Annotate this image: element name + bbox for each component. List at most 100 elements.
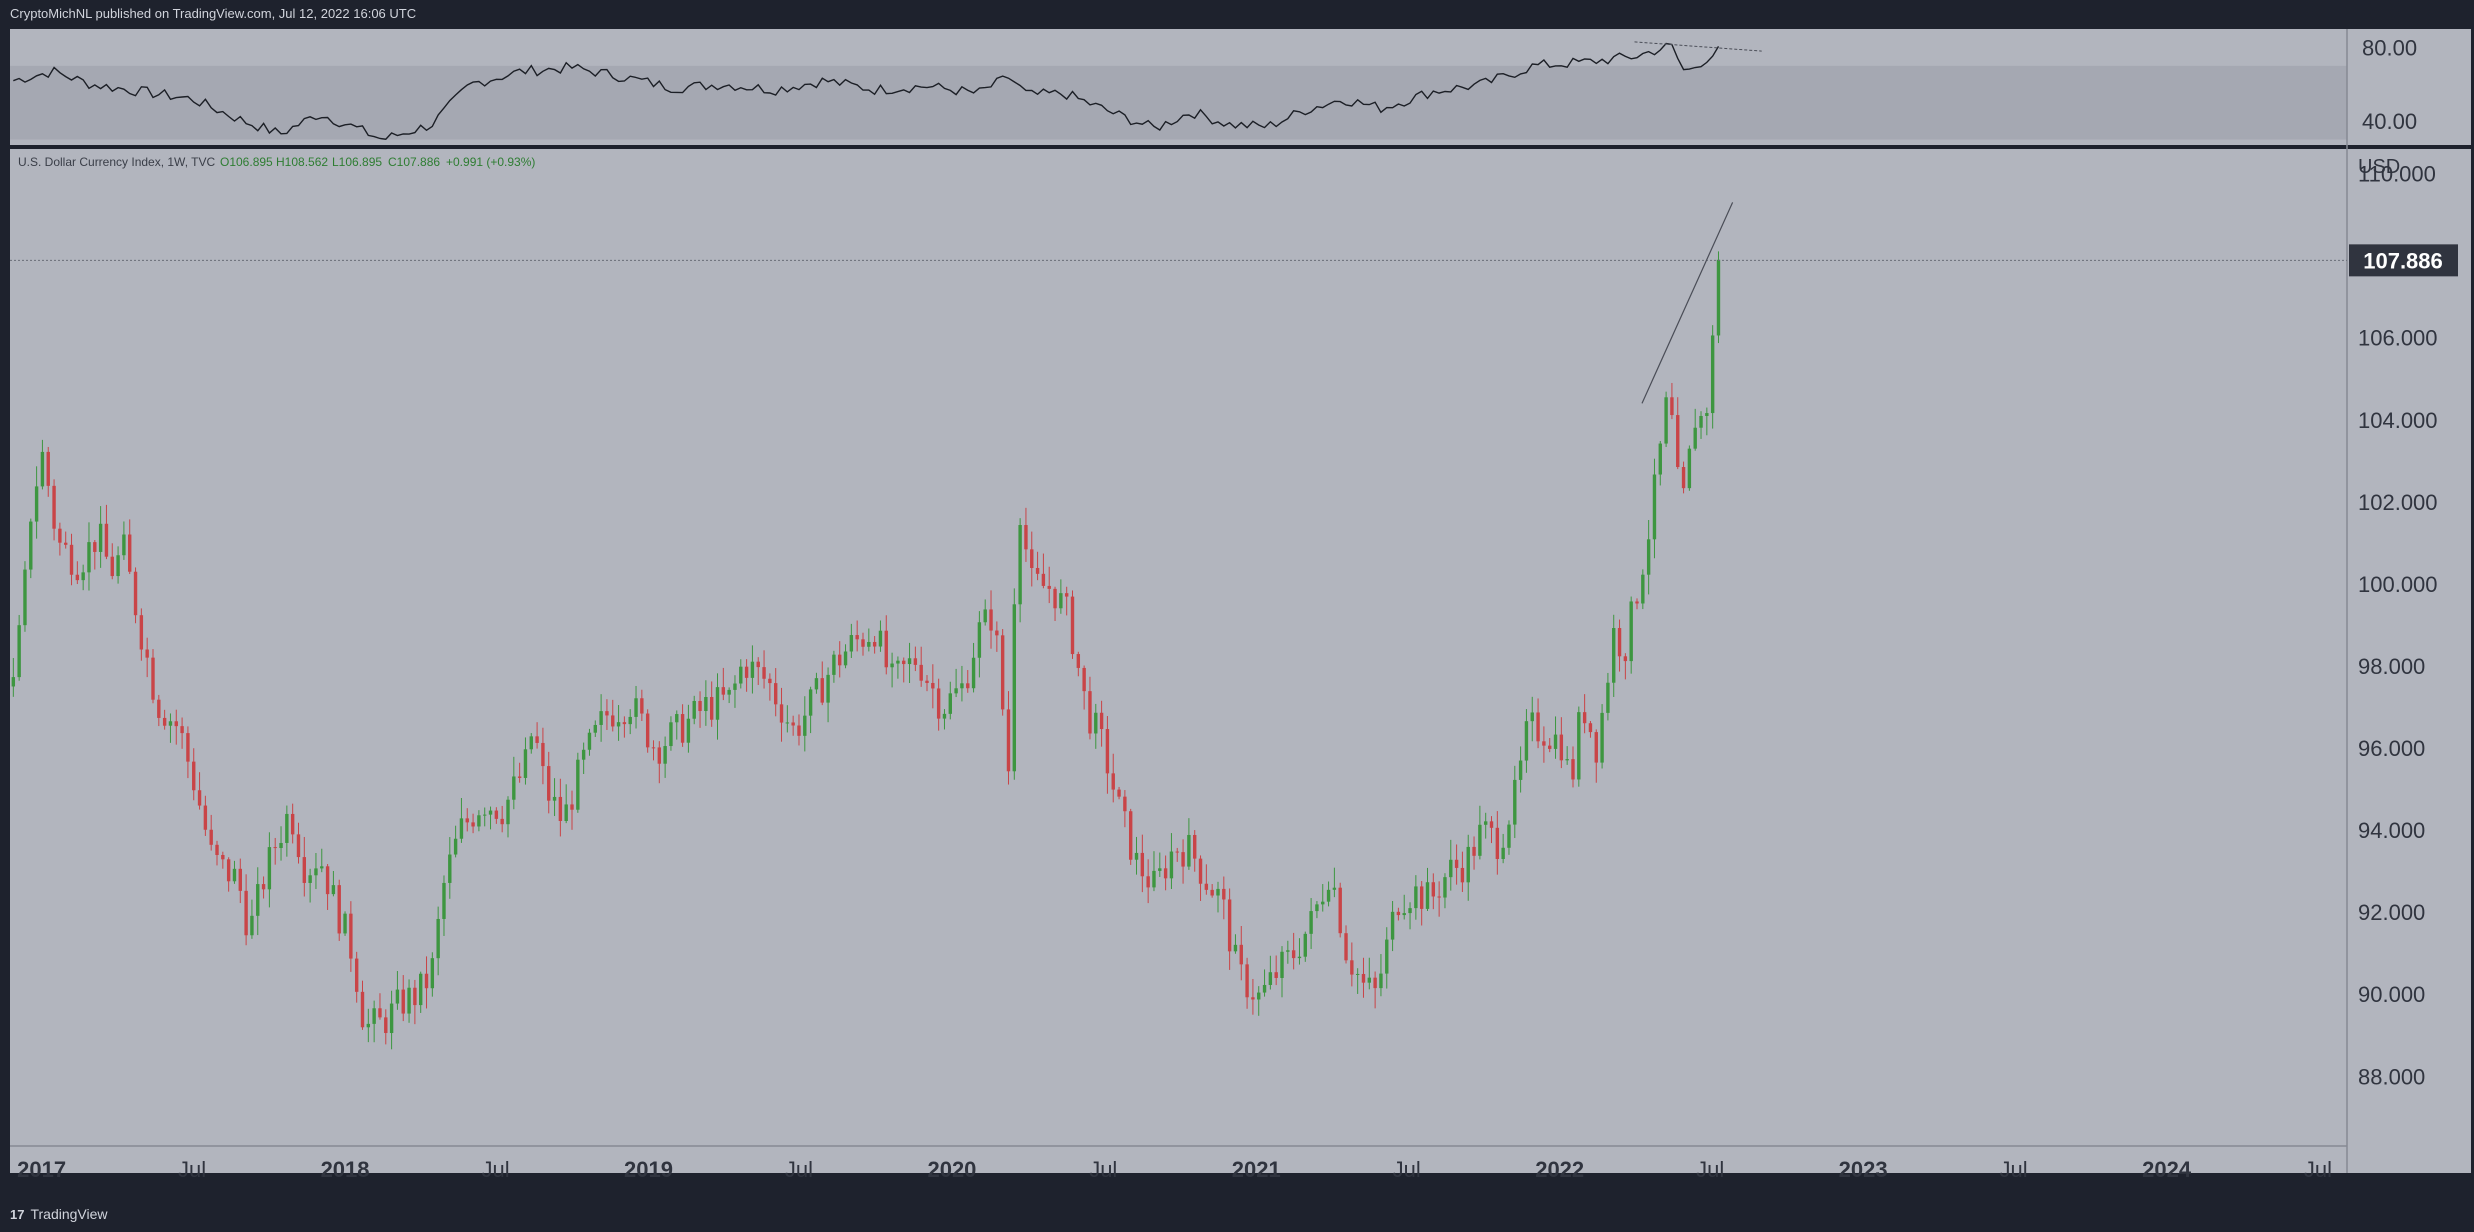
candle[interactable] <box>529 733 533 754</box>
candle[interactable] <box>1245 957 1249 1009</box>
candle[interactable] <box>1059 579 1063 614</box>
candle[interactable] <box>1175 847 1179 862</box>
candle[interactable] <box>69 533 74 586</box>
candle[interactable] <box>1693 408 1697 451</box>
candle[interactable] <box>46 446 50 497</box>
candle[interactable] <box>34 466 39 539</box>
candle[interactable] <box>1460 851 1465 892</box>
candle[interactable] <box>611 699 615 732</box>
candle[interactable] <box>820 661 824 706</box>
candle[interactable] <box>1286 940 1290 964</box>
candle[interactable] <box>1710 325 1715 429</box>
candle[interactable] <box>581 742 586 775</box>
candle[interactable] <box>168 713 173 743</box>
candle[interactable] <box>267 832 272 908</box>
candle[interactable] <box>1646 519 1651 595</box>
candle[interactable] <box>157 694 161 727</box>
candle[interactable] <box>1402 894 1406 920</box>
candle[interactable] <box>261 876 266 899</box>
candle[interactable] <box>384 1009 388 1045</box>
candle[interactable] <box>1652 458 1657 559</box>
candle[interactable] <box>616 705 621 741</box>
candle[interactable] <box>919 646 923 687</box>
candle[interactable] <box>180 717 184 749</box>
candle[interactable] <box>890 652 894 688</box>
candle[interactable] <box>1198 855 1203 901</box>
candle[interactable] <box>250 899 254 939</box>
candle[interactable] <box>727 687 731 704</box>
candle[interactable] <box>1454 844 1459 885</box>
candle[interactable] <box>1687 445 1692 491</box>
candle[interactable] <box>1437 881 1441 917</box>
candle[interactable] <box>1577 706 1581 787</box>
candle[interactable] <box>29 518 33 579</box>
candle[interactable] <box>1548 738 1552 753</box>
candle[interactable] <box>401 975 405 1022</box>
candle[interactable] <box>1559 717 1564 769</box>
candle[interactable] <box>1088 676 1092 740</box>
candle[interactable] <box>128 519 132 575</box>
candle[interactable] <box>628 709 632 735</box>
candle[interactable] <box>1169 833 1174 889</box>
candle[interactable] <box>1582 694 1587 734</box>
candle[interactable] <box>709 681 714 727</box>
candle[interactable] <box>1070 590 1075 659</box>
candle[interactable] <box>337 879 341 941</box>
candle[interactable] <box>1006 691 1011 785</box>
candle[interactable] <box>133 567 138 624</box>
candle[interactable] <box>715 673 720 740</box>
candle[interactable] <box>1385 927 1389 989</box>
candle[interactable] <box>389 990 394 1050</box>
candle[interactable] <box>803 696 807 752</box>
candle[interactable] <box>1047 566 1051 604</box>
candle[interactable] <box>151 649 155 704</box>
candle[interactable] <box>512 756 516 810</box>
candle[interactable] <box>651 740 656 761</box>
candle[interactable] <box>1629 596 1633 674</box>
candle[interactable] <box>296 822 301 864</box>
candle[interactable] <box>1257 986 1261 1016</box>
candle[interactable] <box>1140 834 1145 893</box>
candle[interactable] <box>1483 812 1488 839</box>
candle[interactable] <box>1041 553 1046 589</box>
candle[interactable] <box>1239 925 1243 981</box>
candle[interactable] <box>419 971 423 1013</box>
candle[interactable] <box>1443 873 1447 909</box>
candle[interactable] <box>1233 934 1238 954</box>
candle[interactable] <box>1664 391 1668 447</box>
candle[interactable] <box>1553 716 1558 759</box>
candle[interactable] <box>977 611 982 678</box>
candle[interactable] <box>657 741 662 784</box>
brand-name[interactable]: TradingView <box>30 1206 108 1222</box>
candle[interactable] <box>826 667 830 723</box>
candle[interactable] <box>413 979 417 1025</box>
candle[interactable] <box>686 704 691 753</box>
candle[interactable] <box>576 752 580 813</box>
candle[interactable] <box>1280 946 1284 998</box>
candle[interactable] <box>739 659 743 689</box>
candle[interactable] <box>1705 407 1709 436</box>
candle[interactable] <box>372 1000 376 1043</box>
candle[interactable] <box>1670 382 1674 420</box>
candle[interactable] <box>87 522 91 591</box>
candle[interactable] <box>1524 709 1529 773</box>
candle[interactable] <box>1513 765 1517 839</box>
candle[interactable] <box>1134 836 1139 875</box>
candle[interactable] <box>878 620 883 652</box>
candle[interactable] <box>1478 805 1482 860</box>
candle[interactable] <box>1449 839 1453 891</box>
candle[interactable] <box>785 705 790 733</box>
candle[interactable] <box>791 715 795 736</box>
candle[interactable] <box>849 623 854 658</box>
candle[interactable] <box>1379 954 1383 997</box>
candle[interactable] <box>1716 251 1721 344</box>
candle[interactable] <box>1542 726 1546 763</box>
candle[interactable] <box>366 1008 371 1043</box>
candle[interactable] <box>279 826 283 861</box>
candle[interactable] <box>523 737 528 785</box>
candle[interactable] <box>954 668 958 698</box>
candle[interactable] <box>197 772 202 810</box>
candle[interactable] <box>1344 925 1348 964</box>
candle[interactable] <box>1268 955 1273 990</box>
candle[interactable] <box>1303 931 1307 962</box>
